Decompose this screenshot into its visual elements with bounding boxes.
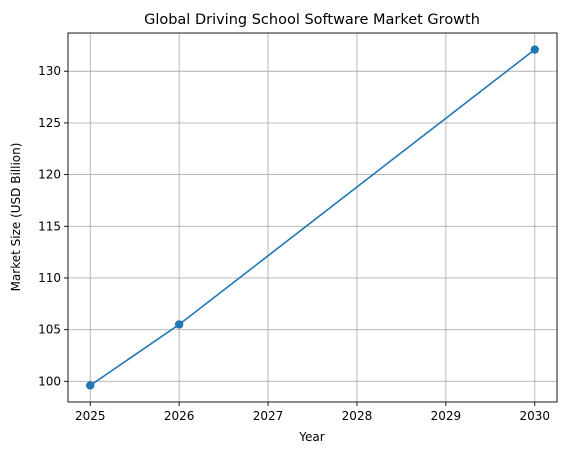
y-tick-label: 120 xyxy=(38,168,61,182)
y-tick-label: 110 xyxy=(38,271,61,285)
y-axis-label: Market Size (USD Billion) xyxy=(9,143,23,292)
y-tick-label: 100 xyxy=(38,374,61,388)
series-line-layer xyxy=(86,45,539,390)
data-point-marker xyxy=(174,320,184,329)
x-tick-label: 2028 xyxy=(342,409,373,423)
grid-lines xyxy=(68,33,557,402)
x-tick-label: 2030 xyxy=(519,409,550,423)
x-tick-label: 2026 xyxy=(164,409,195,423)
x-axis-label: Year xyxy=(298,430,324,444)
y-tick-label: 105 xyxy=(38,323,61,337)
y-tick-label: 115 xyxy=(38,219,61,233)
x-tick-label: 2029 xyxy=(431,409,462,423)
x-tick-label: 2025 xyxy=(75,409,106,423)
axis-ticks: 2025 2026 2027 2028 2029 2030 100 105 110 115 120 1… xyxy=(38,64,550,423)
y-tick-label: 130 xyxy=(38,64,61,78)
data-point-marker xyxy=(86,381,95,390)
plot-area-frame xyxy=(67,32,558,403)
y-tick-label: 125 xyxy=(38,116,61,130)
data-point-marker xyxy=(530,45,539,54)
chart-title: Global Driving School Software Market Gr… xyxy=(144,12,480,28)
x-tick-label: 2027 xyxy=(253,409,284,423)
